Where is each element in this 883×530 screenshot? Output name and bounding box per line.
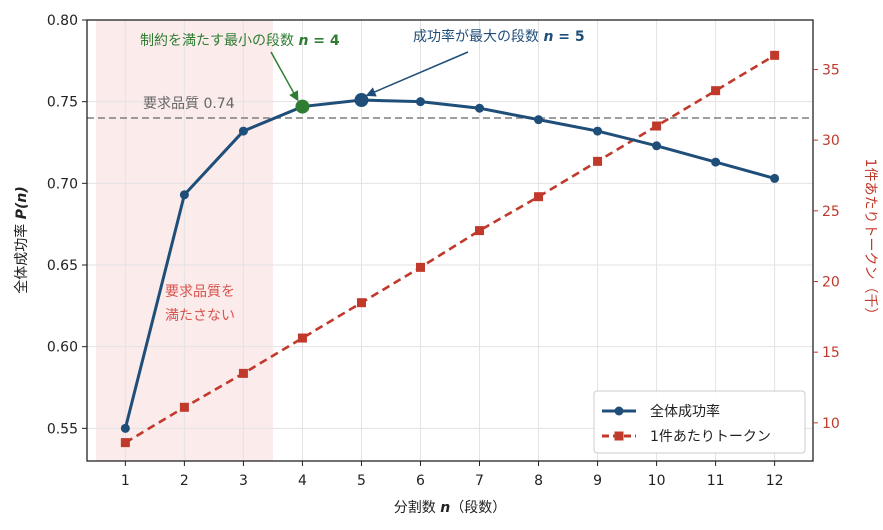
annotation-max-success-eq: = 5 <box>553 29 584 45</box>
tokens-point <box>475 226 485 236</box>
tokens-point <box>297 333 307 343</box>
legend-label-success: 全体成功率 <box>650 403 720 420</box>
annotation-arrow-min-stages <box>270 51 299 102</box>
x-axis-title-var: n <box>440 500 450 516</box>
threshold-label: 要求品質 0.74 <box>143 96 235 112</box>
y-tick-label: 0.70 <box>47 176 78 192</box>
x-axis-title: 分割数 n（段数） <box>394 499 506 516</box>
y-axis-title-pre: 全体成功率 <box>13 219 30 293</box>
success-rate-point <box>238 126 248 136</box>
y-axis-title: 全体成功率 P(n) <box>13 186 30 293</box>
shaded-region-label-line1: 要求品質を <box>165 284 235 300</box>
annotation-min-stages: 制約を満たす最小の段数 n = 4 <box>140 33 340 49</box>
success-rate-point <box>711 157 721 167</box>
shaded-region-label-line2: 満たさない <box>165 308 235 324</box>
annotation-min-stages-var: n <box>298 33 308 49</box>
annotation-min-stages-eq: = 4 <box>308 33 339 49</box>
tokens-point <box>120 438 130 448</box>
success-rate-point <box>770 173 780 183</box>
legend: 全体成功率 1件あたりトークン <box>593 390 806 454</box>
plot-frame <box>86 19 814 462</box>
success-rate-point <box>179 190 189 200</box>
x-tick-label: 6 <box>416 473 425 489</box>
highlight-point-min-stages <box>295 99 310 114</box>
success-rate-line <box>123 98 776 429</box>
annotation-max-success-var: n <box>543 29 553 45</box>
y-tick-label: 0.75 <box>47 95 78 111</box>
tokens-point <box>652 121 662 131</box>
y-tick-label: 0.55 <box>47 421 78 437</box>
tokens-point <box>356 298 366 308</box>
x-tick-label: 2 <box>180 473 189 489</box>
x-tick-label: 5 <box>357 473 366 489</box>
x-tick-label: 8 <box>534 473 543 489</box>
success-rate-point <box>415 97 425 107</box>
x-axis-title-pre: 分割数 <box>394 499 440 516</box>
annotation-arrow-max-success <box>365 51 469 97</box>
tokens-line <box>124 54 776 444</box>
annotation-min-stages-text: 制約を満たす最小の段数 <box>140 33 298 49</box>
x-tick-label: 9 <box>593 473 602 489</box>
tokens-point <box>238 368 248 378</box>
y-tick-label: 0.65 <box>47 258 78 274</box>
x-tick-label: 7 <box>475 473 484 489</box>
success-rate-point <box>120 423 130 433</box>
y2-tick-label: 10 <box>822 416 840 432</box>
success-rate-point <box>593 126 603 136</box>
y2-tick-label: 25 <box>822 204 840 220</box>
legend-box <box>593 390 806 454</box>
y2-tick-label: 20 <box>822 274 840 290</box>
y-axis-title-post: (n) <box>14 186 30 209</box>
y-tick-label: 0.60 <box>47 340 78 356</box>
tokens-point <box>770 50 780 60</box>
annotation-max-success: 成功率が最大の段数 n = 5 <box>413 28 585 45</box>
y2-tick-label: 35 <box>822 62 840 78</box>
x-axis-title-post: （段数） <box>450 500 506 516</box>
x-tick-label: 1 <box>121 473 130 489</box>
annotation-max-success-text: 成功率が最大の段数 <box>413 28 543 45</box>
x-tick-label: 12 <box>766 473 784 489</box>
success-rate-point <box>534 115 544 125</box>
y2-tick-label: 30 <box>822 133 840 149</box>
tokens-point <box>534 192 544 202</box>
x-tick-label: 10 <box>648 473 666 489</box>
tokens-point <box>711 86 721 96</box>
highlight-point-max-success <box>354 93 369 108</box>
x-tick-label: 11 <box>707 473 725 489</box>
tokens-point <box>415 262 425 272</box>
success-rate-point <box>652 141 662 151</box>
tokens-point <box>179 402 189 412</box>
tokens-point <box>593 156 603 166</box>
legend-label-tokens: 1件あたりトークン <box>650 429 771 445</box>
legend-marker-tokens <box>614 431 624 441</box>
success-rate-point <box>475 103 485 113</box>
x-tick-label: 4 <box>298 473 307 489</box>
y-tick-label: 0.80 <box>47 13 78 29</box>
legend-marker-success <box>614 406 624 416</box>
y-axis-title-var: P <box>14 208 30 219</box>
x-tick-label: 3 <box>239 473 248 489</box>
y2-axis-title: 1件あたりトークン（千） <box>862 159 878 322</box>
y2-tick-label: 15 <box>822 345 840 361</box>
